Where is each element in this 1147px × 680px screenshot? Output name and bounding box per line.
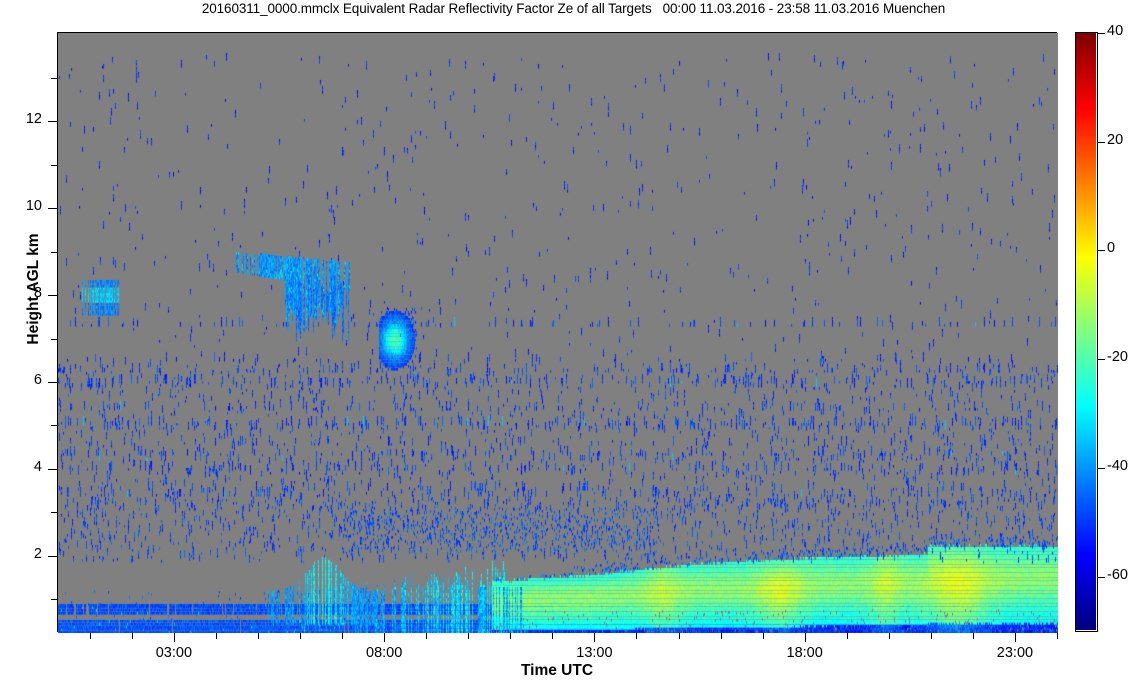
colorbar-tick-mark — [1098, 250, 1105, 252]
y-tick-mark — [48, 121, 57, 123]
x-tick-minor — [258, 633, 259, 639]
x-tick-label: 08:00 — [366, 645, 403, 661]
colorbar-tick-label: -20 — [1107, 349, 1128, 366]
y-tick-label: 6 — [33, 372, 42, 388]
y-tick-minor — [51, 338, 57, 340]
x-tick-minor — [888, 633, 890, 639]
colorbar-tick-label: -60 — [1107, 566, 1128, 583]
x-tick-mark — [594, 633, 596, 642]
plot-area — [57, 32, 1058, 633]
x-tick-mark — [1014, 633, 1016, 642]
x-tick-minor — [215, 633, 217, 639]
x-tick-minor — [762, 633, 764, 639]
x-tick-minor — [972, 633, 974, 639]
x-tick-minor — [552, 633, 554, 639]
x-tick-minor — [300, 633, 302, 639]
colorbar-tick-label: -40 — [1107, 457, 1128, 474]
x-tick-minor — [426, 633, 428, 639]
x-axis-label: Time UTC — [520, 662, 594, 679]
x-tick-label: 18:00 — [786, 645, 823, 661]
colorbar-gradient — [1076, 33, 1096, 630]
x-tick-minor — [720, 633, 722, 639]
x-tick-mark — [173, 633, 175, 642]
y-tick-minor — [51, 425, 57, 427]
colorbar-tick-mark — [1098, 576, 1105, 578]
y-tick-label: 12 — [25, 111, 42, 128]
colorbar-tick-label: 40 — [1107, 23, 1124, 39]
x-tick-minor — [930, 633, 932, 639]
colorbar-tick-mark — [1098, 141, 1105, 143]
colorbar-tick-label: 20 — [1107, 131, 1124, 148]
x-tick-mark — [804, 633, 806, 642]
x-tick-minor — [1057, 633, 1058, 639]
x-tick-label: 23:00 — [996, 645, 1034, 661]
x-tick-minor — [846, 633, 848, 639]
y-tick-mark — [48, 468, 57, 470]
colorbar-tick-mark — [1098, 467, 1105, 469]
y-tick-label: 8 — [33, 285, 42, 302]
x-tick-minor — [342, 633, 344, 639]
y-tick-minor — [51, 164, 57, 166]
y-tick-minor — [51, 599, 57, 601]
x-tick-minor — [636, 633, 638, 639]
y-tick-label: 10 — [25, 198, 42, 215]
x-tick-minor — [468, 633, 470, 639]
y-tick-label: 4 — [33, 458, 42, 475]
x-tick-minor — [678, 633, 680, 639]
colorbar — [1075, 32, 1098, 632]
x-tick-mark — [384, 633, 386, 642]
y-tick-minor — [51, 77, 57, 79]
colorbar-tick-mark — [1098, 33, 1105, 34]
x-tick-minor — [510, 633, 512, 639]
x-tick-label: 13:00 — [576, 645, 613, 661]
colorbar-tick-mark — [1098, 359, 1105, 361]
y-tick-mark — [48, 555, 57, 557]
y-tick-minor — [51, 512, 57, 514]
y-tick-mark — [48, 295, 57, 297]
y-tick-minor — [51, 251, 57, 253]
reflectivity-heatmap — [58, 33, 1058, 633]
y-tick-mark — [48, 208, 57, 210]
colorbar-tick-label: 0 — [1107, 240, 1116, 257]
x-tick-minor — [89, 633, 91, 639]
x-tick-label: 03:00 — [155, 645, 193, 661]
y-tick-label: 2 — [33, 545, 42, 562]
y-tick-mark — [48, 382, 57, 383]
x-tick-minor — [131, 633, 133, 639]
figure-title: 20160311_0000.mmclx Equivalent Radar Ref… — [201, 1, 946, 16]
